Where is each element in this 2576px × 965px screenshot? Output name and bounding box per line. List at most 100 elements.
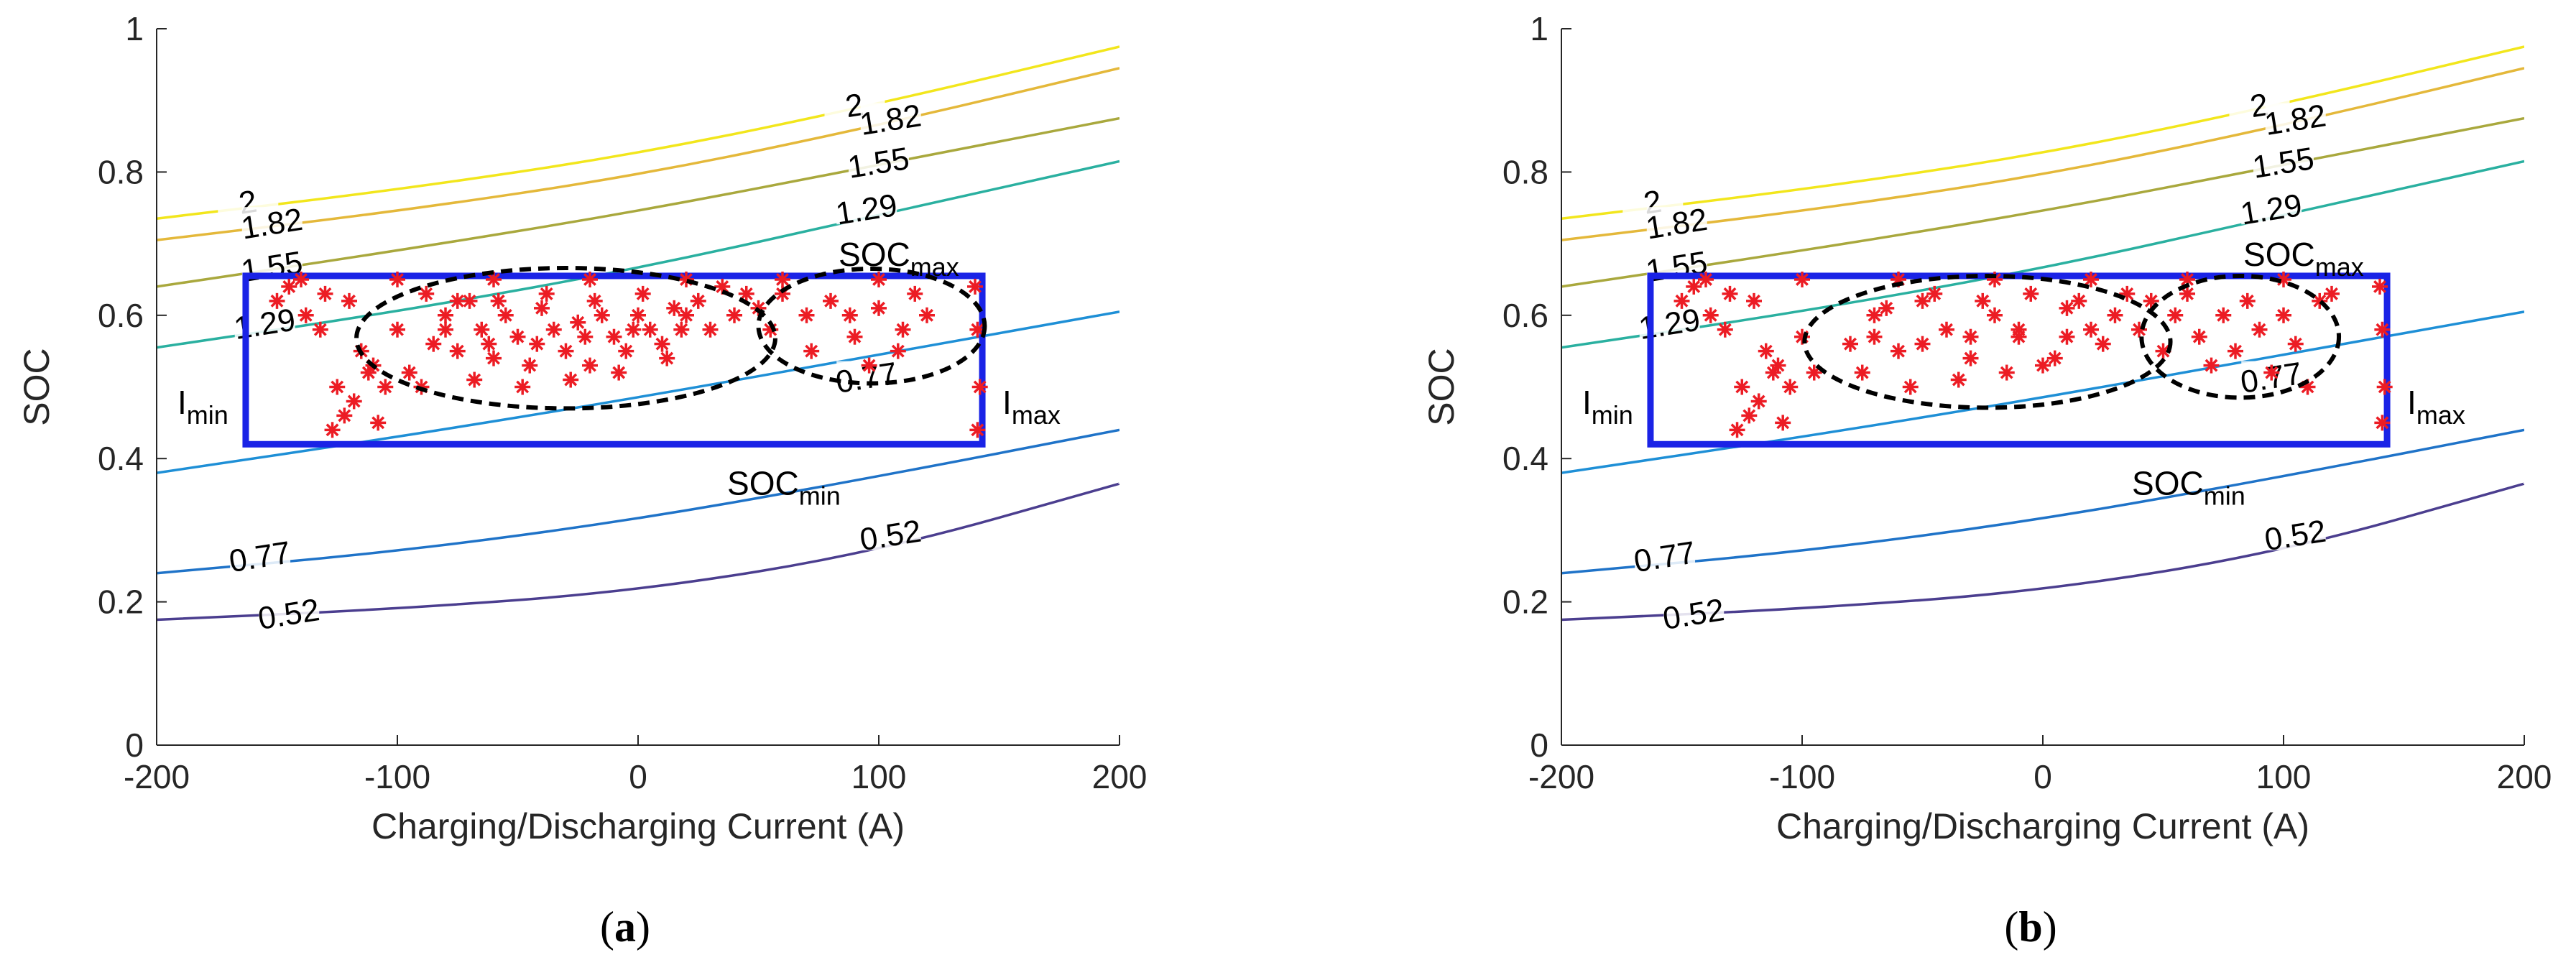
scatter-stroke [776, 273, 789, 286]
x-tick-label: -100 [1769, 758, 1835, 795]
scatter-point [1866, 328, 1883, 345]
scatter-stroke [571, 315, 585, 329]
scatter-stroke [2156, 344, 2170, 358]
scatter-point [481, 336, 497, 352]
scatter-point [2083, 321, 2099, 338]
soc-max-label-main: SOC [839, 236, 910, 273]
scatter-stroke [2169, 308, 2182, 322]
panel-label-open: ( [2004, 903, 2018, 951]
y-tick-label: 0.6 [98, 297, 144, 334]
scatter-point [1902, 379, 1919, 395]
scatter-point [634, 285, 651, 302]
scatter-point [823, 292, 839, 309]
scatter-stroke [468, 373, 481, 387]
scatter-point [336, 407, 353, 424]
contour-label-bg [259, 597, 320, 629]
scatter-stroke [805, 344, 818, 358]
scatter-stroke [1964, 330, 1977, 343]
scatter-stroke [499, 308, 512, 322]
scatter-stroke [2240, 294, 2254, 308]
scatter-stroke [420, 287, 433, 300]
scatter-stroke [2325, 287, 2338, 300]
scatter-point [611, 364, 627, 381]
scatter-stroke [282, 280, 296, 293]
scatter-stroke [402, 366, 416, 379]
scatter-point [2119, 285, 2136, 302]
scatter-stroke [896, 323, 910, 336]
scatter-point [775, 271, 790, 287]
scatter-point [269, 292, 285, 309]
scatter-point [312, 321, 328, 338]
scatter-point [466, 371, 483, 388]
scatter-point [2167, 307, 2184, 323]
scatter-point [798, 307, 815, 323]
scatter-point [2228, 343, 2243, 359]
contour-label-bg [860, 518, 921, 550]
scatter-point [360, 364, 377, 381]
y-tick-label: 0.2 [98, 583, 144, 621]
scatter-stroke [313, 323, 327, 336]
scatter-stroke [463, 294, 476, 308]
scatter-point [558, 343, 574, 359]
soc-max-label-subscript: max [910, 252, 959, 282]
scatter-stroke [2253, 323, 2266, 336]
scatter-stroke [2000, 366, 2013, 379]
scatter-point [895, 321, 911, 338]
scatter-point [582, 357, 598, 374]
scatter-stroke [2085, 323, 2097, 336]
scatter-point [969, 321, 986, 338]
highlight-ellipse-0 [354, 265, 777, 411]
scatter-point [346, 393, 362, 410]
scatter-stroke [391, 273, 404, 286]
y-axis-label: SOC [17, 348, 57, 425]
scatter-point [1842, 336, 1858, 352]
scatter-point [2215, 307, 2232, 323]
scatter-stroke [619, 344, 633, 358]
scatter-point [2376, 379, 2393, 395]
scatter-stroke [1783, 380, 1797, 394]
scatter-point [690, 292, 706, 309]
scatter-stroke [920, 308, 933, 322]
soc-min-label: SOCmin [2132, 464, 2245, 510]
scatter-point [586, 292, 603, 309]
scatter-stroke [1880, 301, 1893, 315]
contour-label-bg [1635, 540, 1696, 572]
scatter-point [861, 357, 877, 374]
scatter-point [570, 314, 586, 331]
scatter-stroke [530, 337, 544, 351]
scatter-stroke [379, 380, 392, 394]
scatter-stroke [862, 359, 876, 372]
scatter-stroke [523, 359, 537, 372]
x-tick-label: 100 [2256, 758, 2312, 795]
scatter-point [2059, 328, 2075, 345]
x-axis-label: Charging/Discharging Current (A) [371, 806, 905, 846]
i-max-label-subscript: max [1012, 400, 1061, 430]
scatter-point [1975, 292, 1991, 309]
scatter-stroke [680, 273, 693, 286]
scatter-stroke [1699, 273, 1712, 286]
scatter-stroke [2060, 330, 2074, 343]
highlight-ellipse-0 [1802, 273, 2173, 410]
scatter-point [2374, 321, 2391, 338]
scatter-point [666, 300, 683, 316]
y-tick-label: 1 [125, 10, 144, 47]
panel-label: (a) [600, 903, 650, 951]
y-tick-label: 0.4 [1502, 440, 1548, 477]
scatter-stroke [872, 273, 885, 286]
scatter-point [702, 321, 719, 338]
soc-max-label: SOCmax [2243, 236, 2364, 282]
scatter-stroke [971, 323, 984, 336]
scatter-point [545, 321, 562, 338]
soc-min-label-main: SOC [727, 464, 799, 502]
scatter-point [1702, 307, 1719, 323]
scatter-point [1729, 422, 1745, 438]
scatter-stroke [728, 308, 741, 322]
scatter-point [297, 307, 314, 323]
constraint-box [1647, 272, 2391, 448]
i-min-label-main: I [177, 384, 187, 421]
scatter-point [514, 379, 531, 395]
scatter-point [2011, 321, 2027, 338]
